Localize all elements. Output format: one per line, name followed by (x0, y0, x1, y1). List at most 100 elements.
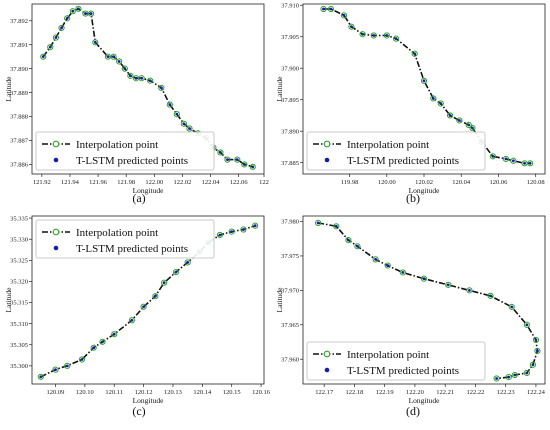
interpolation-point (469, 124, 476, 132)
legend-entry-interpolation: Interpolation point (76, 227, 158, 239)
interpolation-point (166, 101, 173, 108)
predicted-point (101, 340, 104, 344)
x-tick-label: 120.09 (47, 389, 65, 396)
y-tick-label: 35.315 (10, 300, 28, 307)
legend-entry-interpolation: Interpolation point (76, 139, 158, 151)
x-tick-label: 120.15 (223, 389, 241, 396)
x-tick-label: 120.13 (164, 389, 182, 396)
interpolation-point (465, 121, 472, 128)
predicted-point (175, 112, 179, 116)
x-axis-label: Longitude (133, 186, 164, 195)
interpolation-point (315, 219, 322, 226)
x-tick-label: 122.24 (527, 389, 546, 396)
predicted-point (322, 7, 325, 11)
x-tick-label: 122.00 (145, 179, 163, 186)
x-tick-label: 120.02 (415, 179, 433, 186)
interpolation-point (173, 111, 180, 118)
predicted-point (80, 358, 84, 361)
chart-panel-a: 121.92 121.94 121.96 121.98 122.00 122.02 122.… (4, 3, 269, 205)
x-tick-label: 122.06 (230, 179, 249, 186)
legend-box (306, 341, 486, 381)
predicted-point (92, 346, 96, 350)
x-tick-label: 121.92 (33, 179, 51, 186)
predicted-point (226, 158, 229, 162)
x-tick-label: 120.10 (76, 389, 94, 396)
interpolation-point (184, 259, 191, 266)
predicted-point (467, 288, 471, 292)
predicted-point (71, 9, 75, 13)
y-axis-label: Latitude (275, 287, 284, 313)
legend-entry-predicted: T-LSTM predicted points (76, 243, 188, 255)
interpolation-point (161, 279, 168, 286)
interpolation-point (508, 303, 515, 310)
interpolation-point (437, 100, 444, 107)
y-tick-label: 37.890 (281, 128, 299, 135)
predicted-point (65, 16, 69, 20)
interpolation-point (87, 10, 95, 17)
interpolation-point (359, 31, 366, 38)
predicted-point (413, 52, 417, 56)
predicted-point (251, 165, 255, 169)
x-tick-label: 120.12 (135, 389, 153, 396)
interpolation-point (37, 373, 44, 380)
predicted-point (153, 294, 157, 298)
predicted-point (394, 37, 398, 41)
interpolation-point (147, 77, 154, 84)
interpolation-point (47, 43, 54, 51)
interpolation-point (456, 117, 463, 124)
x-tick-label: 122.22 (466, 389, 484, 396)
x-tick-label: 120.04 (452, 179, 471, 186)
y-tick-label: 35.335 (10, 215, 28, 222)
chart-panel-b: 119.98 120.00 120.02 120.04 120.06 120.08 37.8… (275, 2, 546, 205)
interpolation-point (510, 157, 517, 164)
predicted-point (401, 271, 405, 274)
x-tick-label: 120.14 (193, 389, 212, 396)
y-tick-label: 37.890 (10, 66, 28, 73)
interpolation-point (505, 374, 512, 381)
predicted-point (54, 36, 58, 39)
x-tick-label: 120.00 (378, 179, 396, 186)
interpolation-point (216, 231, 224, 239)
panel-caption: (d) (406, 404, 420, 418)
predicted-point (511, 159, 515, 163)
legend-entry-predicted: T-LSTM predicted points (347, 155, 459, 167)
interpolation-line (317, 222, 539, 380)
legend-dot-swatch (53, 245, 59, 251)
predicted-point (159, 86, 163, 90)
predicted-point (439, 102, 443, 105)
interpolation-point (64, 15, 71, 22)
x-axis-label: Longitude (409, 396, 440, 405)
predicted-point (242, 163, 246, 166)
predicted-point (316, 221, 320, 225)
predicted-point (491, 154, 495, 158)
x-tick-label: 121.98 (117, 179, 135, 186)
interpolation-point (372, 256, 379, 263)
y-tick-label: 37.891 (10, 42, 28, 49)
predicted-point (446, 283, 450, 287)
interpolation-point (320, 5, 327, 13)
predicted-point (350, 25, 353, 29)
y-tick-label: 37.889 (10, 90, 28, 97)
y-tick-label: 37.892 (10, 18, 28, 25)
interpolation-point (152, 293, 159, 300)
predicted-point (48, 45, 52, 49)
predicted-point (174, 270, 178, 274)
predicted-point (374, 257, 377, 261)
x-tick-label: 121.96 (89, 179, 108, 186)
interpolation-point (420, 77, 428, 84)
predicted-point (117, 60, 121, 63)
y-tick-label: 35.300 (10, 363, 28, 370)
predicted-point (385, 34, 389, 37)
interpolation-point (78, 356, 86, 363)
x-tick-label: 120.06 (490, 179, 509, 186)
legend-entry-predicted: T-LSTM predicted points (76, 155, 188, 167)
predicted-point (182, 122, 186, 126)
predicted-point (342, 13, 346, 17)
predicted-point (361, 32, 364, 36)
predicted-point (525, 371, 529, 375)
predicted-point (112, 55, 115, 59)
predicted-point (219, 151, 222, 154)
legend-box (35, 131, 215, 171)
interpolation-point (466, 287, 473, 294)
legend-dot-swatch (324, 157, 330, 163)
